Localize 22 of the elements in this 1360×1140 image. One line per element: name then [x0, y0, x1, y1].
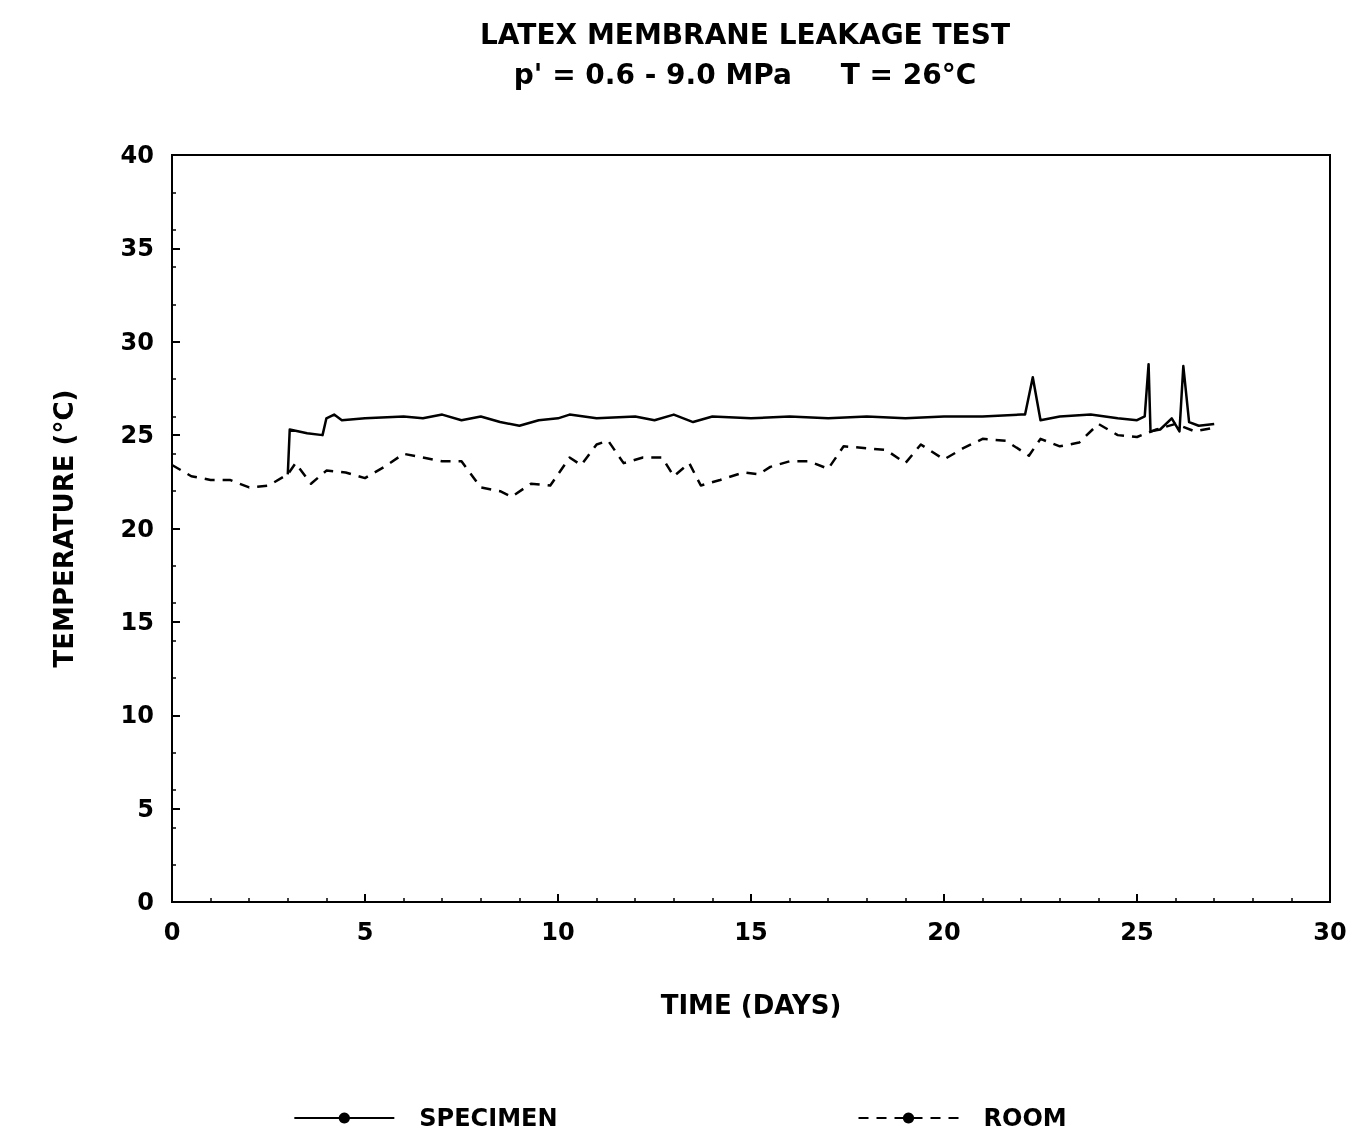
- y-tick-label: 40: [120, 141, 154, 169]
- legend-label: ROOM: [983, 1104, 1067, 1132]
- chart-title: LATEX MEMBRANE LEAKAGE TEST: [480, 17, 1010, 51]
- y-tick-label: 10: [120, 701, 154, 730]
- y-axis-title: TEMPERATURE (°C): [49, 389, 79, 668]
- x-tick-label: 5: [356, 918, 374, 946]
- y-tick-label: 25: [120, 421, 154, 450]
- y-tick-label: 35: [120, 234, 154, 263]
- x-tick-label: 15: [734, 918, 768, 946]
- y-tick-label: 30: [120, 327, 154, 356]
- chart-subtitle: p' = 0.6 - 9.0 MPa T = 26°C: [513, 57, 977, 91]
- x-tick-label: 0: [163, 918, 181, 946]
- x-axis-title: TIME (DAYS): [660, 990, 842, 1020]
- x-tick-label: 25: [1120, 918, 1154, 946]
- y-tick-label: 15: [120, 607, 154, 636]
- y-tick-label: 5: [137, 794, 154, 823]
- x-tick-label: 20: [927, 918, 961, 946]
- legend-label: SPECIMEN: [419, 1104, 558, 1132]
- x-tick-label: 10: [541, 918, 575, 946]
- x-tick-label: 30: [1313, 918, 1347, 946]
- y-tick-label: 20: [120, 514, 154, 543]
- y-tick-label: 0: [137, 888, 154, 916]
